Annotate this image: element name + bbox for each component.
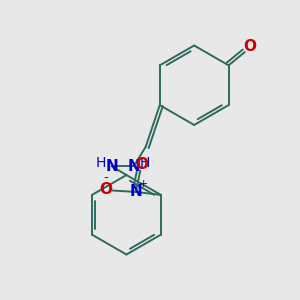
Text: O: O: [135, 157, 148, 172]
Text: N: N: [130, 184, 142, 200]
Text: O: O: [99, 182, 112, 196]
Text: -: -: [103, 172, 108, 186]
Text: N: N: [106, 159, 119, 174]
Text: N: N: [128, 159, 141, 174]
Text: +: +: [139, 179, 148, 189]
Text: H: H: [95, 156, 106, 170]
Text: H: H: [140, 156, 150, 170]
Text: O: O: [244, 39, 256, 54]
